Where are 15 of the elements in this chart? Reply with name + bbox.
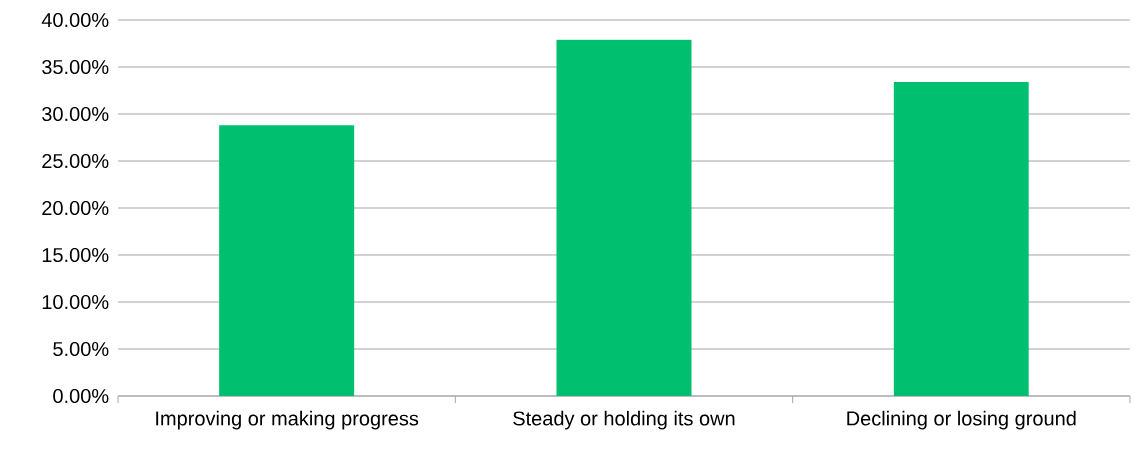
y-tick-label: 10.00%	[42, 294, 109, 310]
y-tick-label: 35.00%	[42, 59, 109, 75]
bar	[893, 82, 1029, 396]
y-tick-label: 15.00%	[42, 247, 109, 263]
y-tick-label: 5.00%	[53, 341, 109, 357]
bar	[556, 39, 692, 396]
y-tick-label: 25.00%	[42, 153, 109, 169]
y-tick-label: 0.00%	[53, 388, 109, 404]
x-tick-label: Declining or losing ground	[847, 410, 1076, 430]
bar	[219, 125, 355, 396]
x-tick-label: Improving or making progress	[156, 410, 419, 430]
y-tick-label: 30.00%	[42, 106, 109, 122]
y-tick-label: 40.00%	[41, 12, 109, 28]
y-tick-label: 20.00%	[42, 200, 109, 216]
x-tick-label: Steady or holding its own	[513, 410, 735, 430]
